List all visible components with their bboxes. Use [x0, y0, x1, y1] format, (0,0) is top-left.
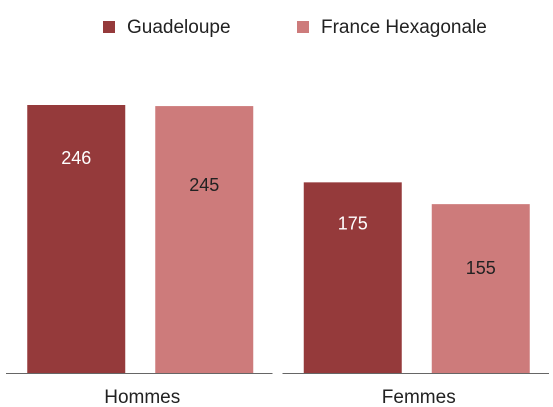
bar: [27, 105, 126, 373]
legend-swatch: [297, 21, 309, 33]
x-tick-label: Femmes: [382, 387, 456, 407]
legend-label: Guadeloupe: [127, 17, 231, 38]
bar: [431, 204, 530, 373]
data-label: 245: [189, 175, 219, 195]
legend-swatch: [103, 21, 115, 33]
x-tick-label: Hommes: [104, 387, 180, 407]
legend-label: France Hexagonale: [321, 17, 487, 38]
bar: [155, 106, 254, 374]
data-label: 155: [466, 258, 496, 278]
data-label: 246: [61, 148, 91, 168]
bar: [303, 182, 402, 373]
data-label: 175: [338, 214, 368, 234]
